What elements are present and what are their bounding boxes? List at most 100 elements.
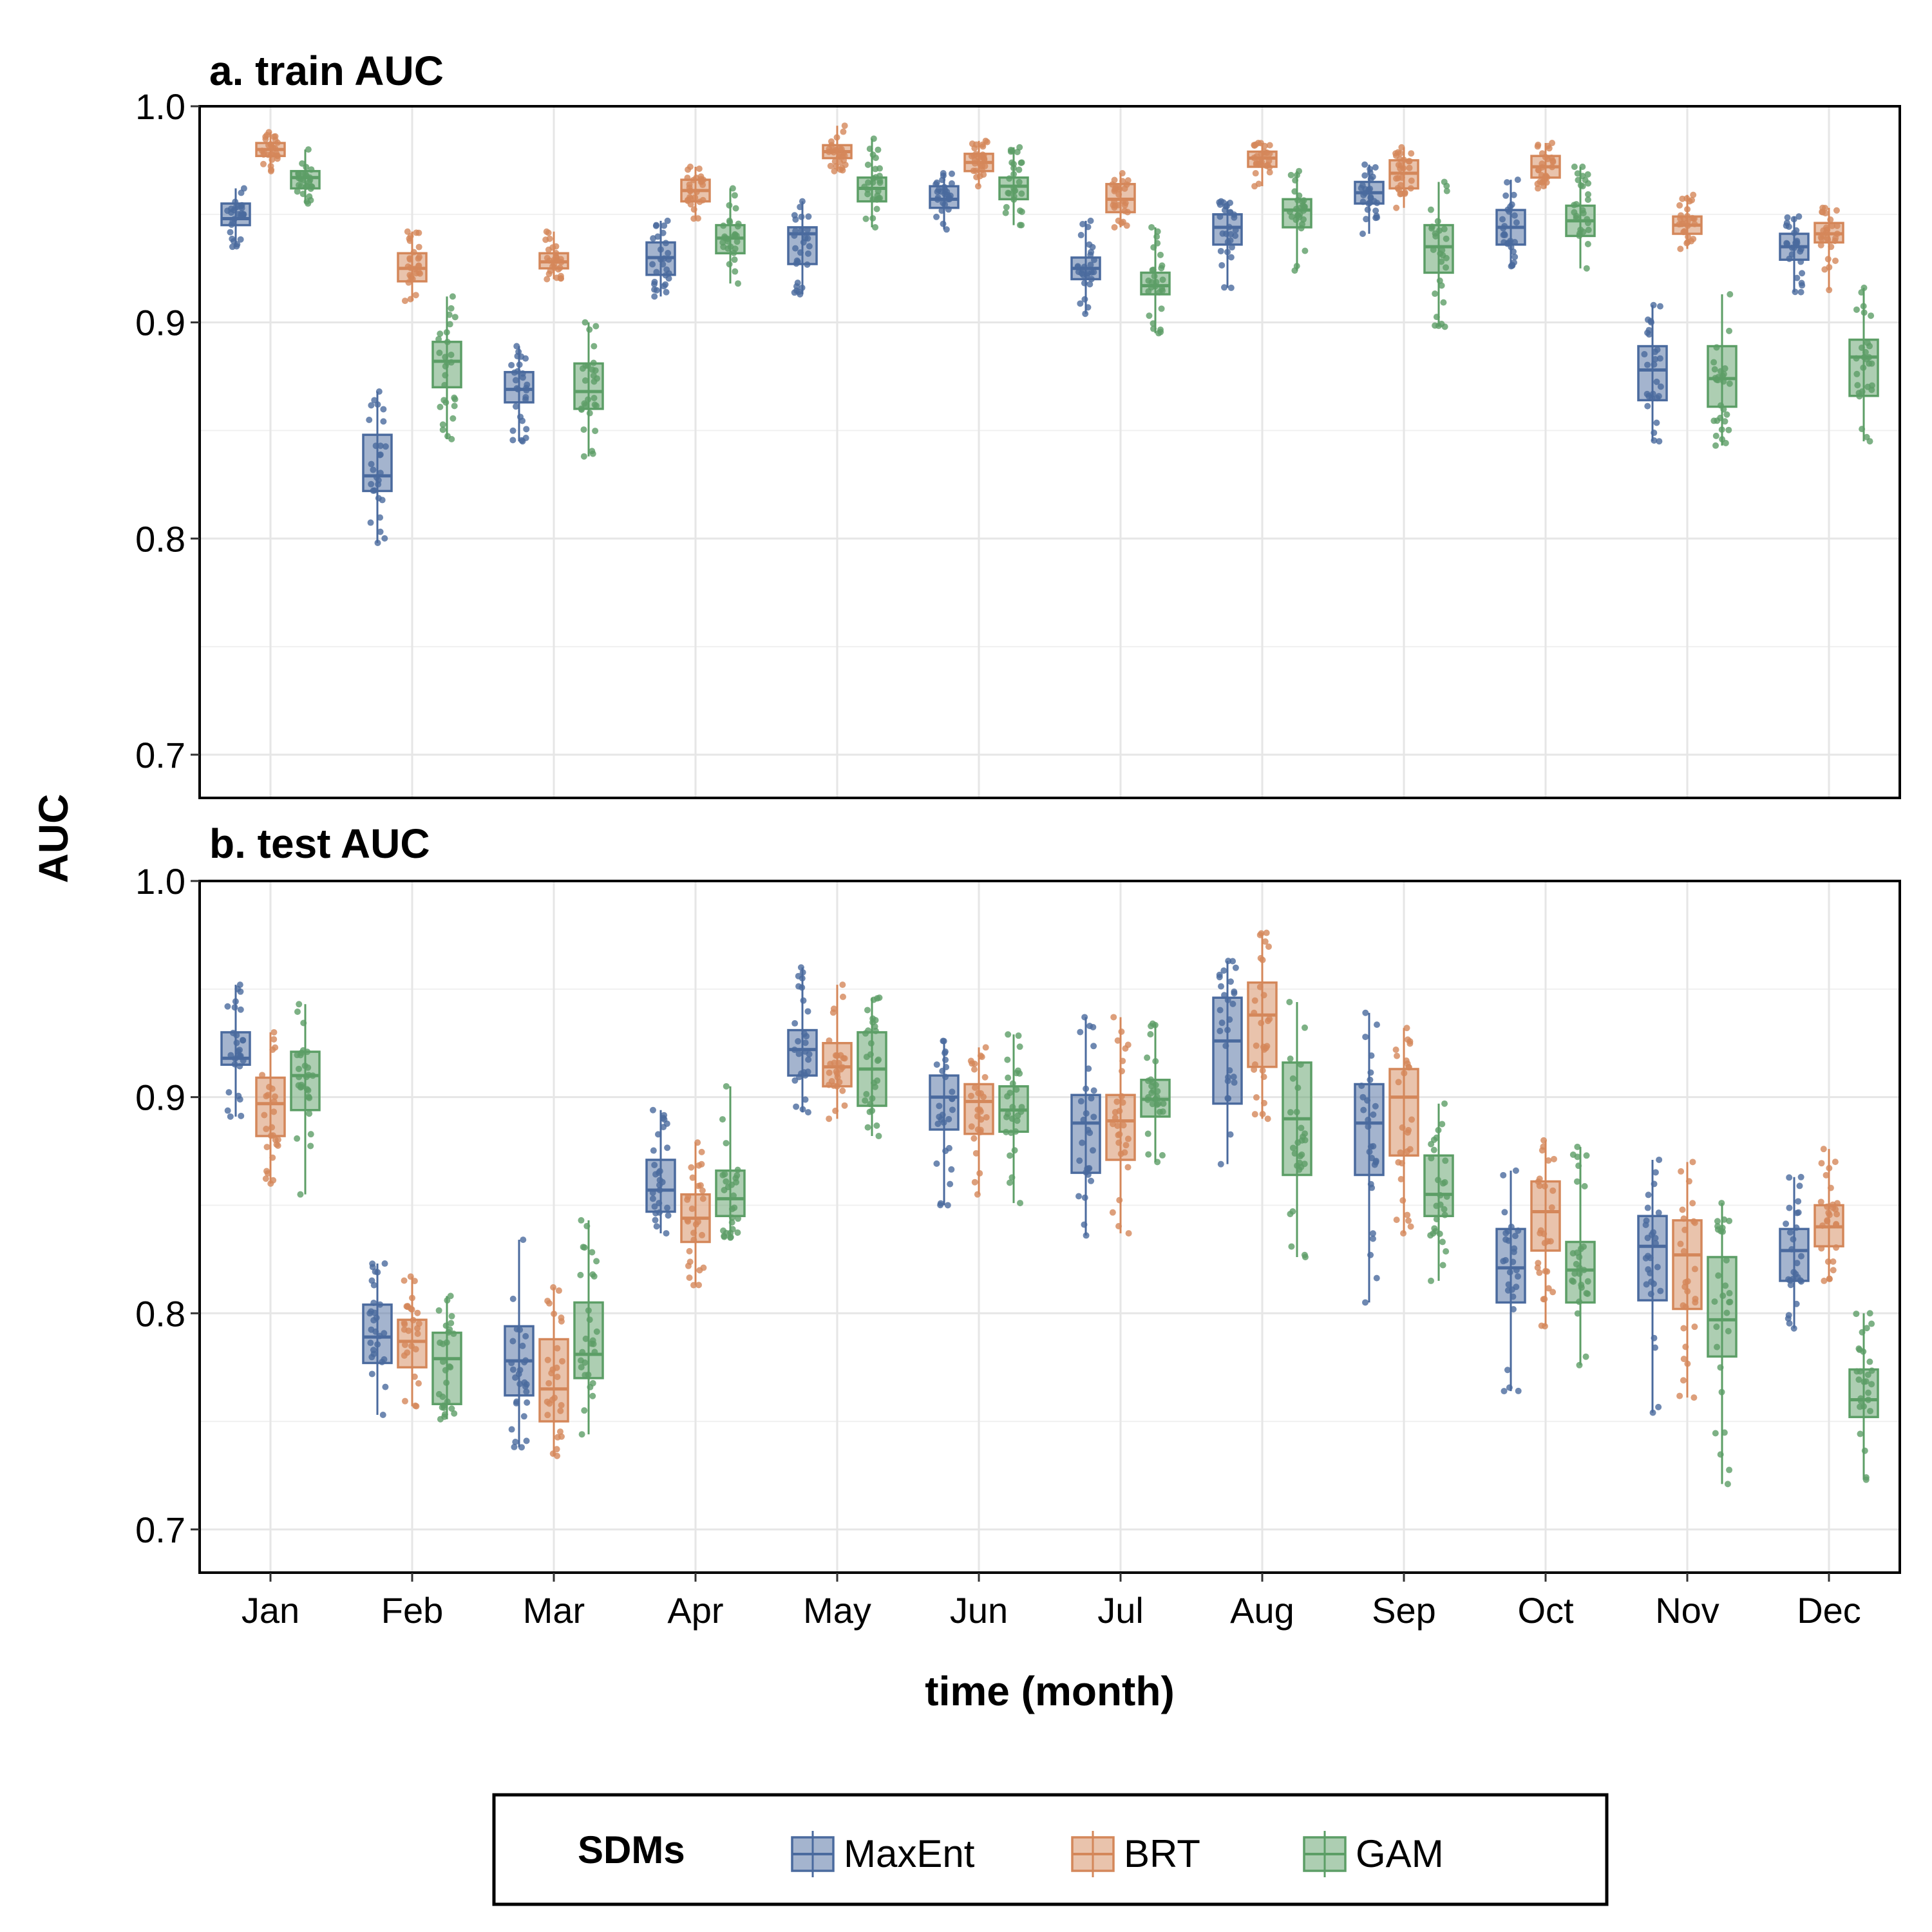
- data-point: [414, 1309, 421, 1316]
- data-point: [263, 1144, 270, 1151]
- data-point: [1583, 1152, 1590, 1159]
- x-tick-label-jul: Jul: [1097, 1590, 1144, 1631]
- data-point: [1226, 1016, 1233, 1023]
- data-point: [549, 1366, 556, 1373]
- data-point: [1827, 216, 1834, 223]
- data-point: [970, 167, 977, 175]
- data-point: [229, 1029, 236, 1036]
- data-point: [827, 162, 834, 169]
- data-point: [1540, 1137, 1548, 1144]
- data-point: [370, 1350, 377, 1358]
- data-point: [1258, 930, 1265, 937]
- data-point: [826, 1115, 833, 1122]
- data-point: [586, 1316, 593, 1323]
- data-point: [1148, 223, 1155, 231]
- data-point: [663, 1230, 670, 1237]
- data-point: [1010, 196, 1018, 203]
- data-point: [1712, 1430, 1719, 1437]
- data-point: [1579, 173, 1586, 180]
- data-point: [869, 214, 876, 222]
- data-point: [1574, 170, 1581, 177]
- data-point: [1797, 1253, 1804, 1260]
- data-point: [381, 1330, 388, 1337]
- data-point: [444, 433, 451, 440]
- data-point: [381, 1260, 388, 1267]
- data-point: [1818, 1245, 1825, 1252]
- data-point: [1294, 212, 1301, 219]
- data-point: [1089, 1147, 1096, 1154]
- data-point: [1858, 289, 1865, 296]
- data-point: [1501, 1388, 1508, 1395]
- data-point: [730, 249, 737, 256]
- data-point: [933, 181, 940, 188]
- box-gam-feb: [431, 1293, 462, 1423]
- data-point: [1251, 997, 1258, 1004]
- data-point: [795, 972, 802, 980]
- data-point: [838, 164, 846, 171]
- data-point: [685, 1218, 692, 1225]
- data-point: [804, 261, 811, 268]
- data-point: [1217, 201, 1224, 208]
- data-point: [1432, 232, 1439, 240]
- data-point: [296, 1065, 303, 1072]
- data-point: [1404, 1211, 1411, 1218]
- legend-label: GAM: [1356, 1832, 1444, 1875]
- data-point: [1113, 1098, 1121, 1105]
- data-point: [1144, 1130, 1151, 1137]
- data-point: [797, 964, 804, 971]
- data-point: [651, 293, 658, 300]
- data-point: [976, 1170, 983, 1177]
- data-point: [1298, 1124, 1305, 1132]
- data-point: [1111, 198, 1118, 205]
- data-point: [1364, 1097, 1371, 1104]
- data-point: [833, 163, 840, 170]
- data-point: [307, 1131, 314, 1138]
- data-point: [1365, 1117, 1372, 1124]
- data-point: [862, 1097, 869, 1104]
- data-point: [518, 1444, 525, 1451]
- data-point: [687, 1258, 694, 1265]
- data-point: [1680, 1377, 1687, 1384]
- data-point: [665, 1212, 672, 1219]
- data-point: [826, 146, 833, 153]
- data-point: [940, 220, 947, 227]
- data-point: [1437, 1192, 1444, 1199]
- data-point: [512, 377, 519, 384]
- data-point: [1863, 355, 1870, 363]
- data-point: [862, 1030, 869, 1037]
- data-point: [1148, 1083, 1155, 1090]
- data-point: [544, 1356, 551, 1363]
- data-point: [590, 1340, 597, 1347]
- data-point: [802, 1096, 809, 1103]
- data-point: [1081, 1194, 1088, 1201]
- data-point: [549, 1450, 556, 1457]
- data-point: [1150, 325, 1157, 332]
- data-point: [509, 1295, 516, 1302]
- data-point: [693, 189, 700, 196]
- data-point: [804, 250, 811, 257]
- data-point: [700, 1264, 707, 1271]
- data-point: [1014, 1117, 1021, 1124]
- data-point: [1080, 1116, 1087, 1123]
- data-point: [734, 1172, 741, 1179]
- data-point: [1787, 1282, 1794, 1289]
- data-point: [726, 261, 733, 268]
- data-point: [1251, 1009, 1258, 1016]
- data-point: [1783, 1220, 1790, 1227]
- data-point: [1439, 1238, 1446, 1245]
- data-point: [1153, 233, 1160, 240]
- data-point: [509, 1338, 516, 1345]
- legend-entries: MaxEnt BRT GAM: [791, 1831, 1444, 1877]
- data-point: [865, 179, 872, 186]
- data-point: [1079, 221, 1086, 228]
- data-point: [448, 1405, 455, 1412]
- data-point: [1229, 958, 1236, 965]
- data-point: [937, 1200, 944, 1207]
- data-point: [269, 1124, 276, 1131]
- data-point: [869, 179, 876, 186]
- data-point: [804, 226, 811, 233]
- data-point: [1691, 1265, 1698, 1273]
- box-maxent-jun: [929, 1037, 960, 1209]
- data-point: [1363, 216, 1370, 223]
- data-point: [690, 206, 697, 213]
